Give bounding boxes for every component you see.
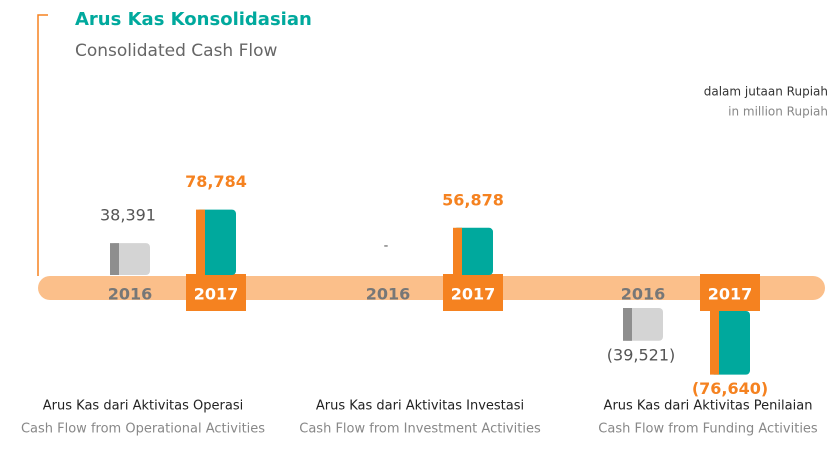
category-label: Arus Kas dari Aktivitas Operasi (43, 399, 243, 414)
corner-bracket (37, 14, 48, 276)
bar (453, 227, 493, 275)
category-label-en: Cash Flow from Investment Activities (299, 422, 541, 437)
year-label: 2016 (366, 285, 411, 304)
value-label: (39,521) (607, 345, 675, 364)
category-label: Arus Kas dari Aktivitas Investasi (316, 399, 524, 414)
year-label: 2017 (194, 285, 239, 304)
year-label: 2016 (621, 285, 666, 304)
unit-label-en: in million Rupiah (728, 105, 828, 119)
bar-accent (710, 311, 719, 375)
year-box (700, 274, 760, 311)
value-label: 78,784 (185, 172, 247, 191)
bar (110, 243, 150, 275)
category-label: Arus Kas dari Aktivitas Penilaian (604, 399, 813, 414)
year-box (443, 274, 503, 311)
chart-subtitle: Consolidated Cash Flow (75, 41, 278, 61)
bar (710, 311, 750, 375)
bar-accent (623, 308, 632, 341)
value-label: 56,878 (442, 190, 504, 209)
bar (196, 209, 236, 275)
year-box (186, 274, 246, 311)
value-label: 38,391 (100, 206, 156, 225)
year-label: 2016 (108, 285, 153, 304)
chart-title: Arus Kas Konsolidasian (75, 9, 312, 30)
category-label-en: Cash Flow from Operational Activities (21, 422, 265, 437)
year-label: 2017 (451, 285, 496, 304)
category-label-en: Cash Flow from Funding Activities (598, 422, 818, 437)
value-label: (76,640) (692, 379, 768, 398)
bar-accent (453, 227, 462, 275)
bar-accent (110, 243, 119, 275)
year-label: 2017 (708, 285, 753, 304)
bar (623, 308, 663, 341)
value-label: - (384, 239, 389, 254)
unit-label: dalam jutaan Rupiah (704, 85, 828, 99)
bar-accent (196, 209, 205, 275)
